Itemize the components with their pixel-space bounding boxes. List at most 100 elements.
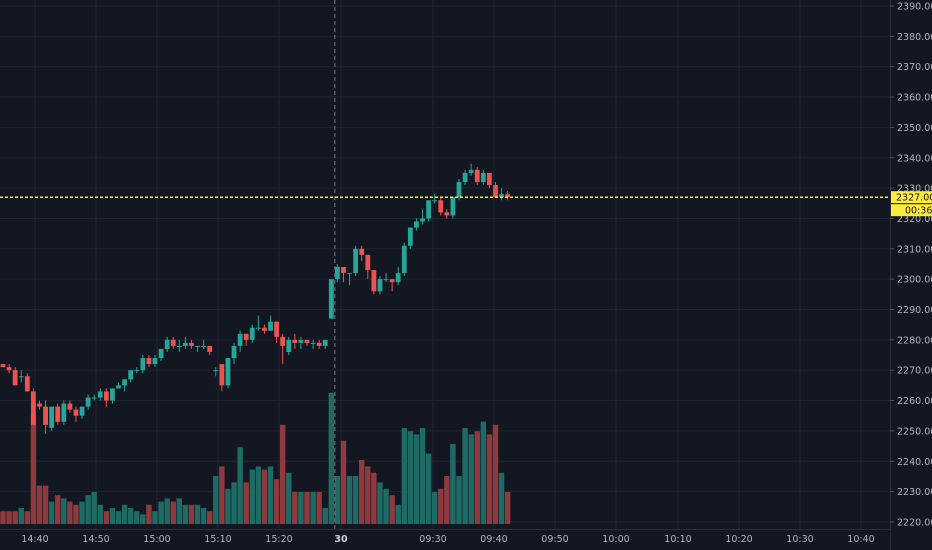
candle-body bbox=[255, 327, 261, 329]
price-axis[interactable]: 2390.00 2380.00 2370.00 2360.00 2350.00 2340.… bbox=[890, 2, 932, 529]
price-tick-label: 2260.00 bbox=[897, 396, 932, 407]
price-tick-label: 2360.00 bbox=[897, 93, 932, 104]
candle-body bbox=[249, 327, 255, 340]
time-tick-label: 10:00 bbox=[602, 534, 629, 545]
volume-bar bbox=[468, 434, 474, 524]
time-axis[interactable]: 14:40 14:50 15:00 15:10 15:20 30 09:30 09:40 09:… bbox=[21, 534, 874, 545]
candle-body bbox=[262, 327, 267, 331]
volume-bar bbox=[407, 431, 414, 524]
volume-bar bbox=[474, 431, 480, 524]
candle-body bbox=[243, 333, 249, 340]
volume-bar bbox=[462, 428, 468, 524]
candle-body bbox=[383, 279, 389, 281]
candle-body bbox=[207, 345, 213, 352]
volume-bar bbox=[91, 492, 97, 524]
time-tick-label: 14:40 bbox=[21, 534, 48, 545]
volume-bar bbox=[304, 492, 310, 524]
price-tick-label: 2240.00 bbox=[897, 457, 932, 468]
candle-body bbox=[414, 221, 419, 228]
candle-body bbox=[456, 182, 462, 198]
candle-body bbox=[377, 279, 383, 292]
volume-bar bbox=[273, 479, 280, 524]
volume-bar bbox=[109, 508, 116, 524]
volume-bar bbox=[213, 476, 219, 524]
volume-bar bbox=[115, 511, 122, 524]
volume-bar bbox=[255, 466, 262, 524]
volume-bar bbox=[146, 504, 152, 524]
candle-body bbox=[420, 218, 425, 222]
volume-bar bbox=[498, 472, 505, 524]
candle-body bbox=[231, 345, 237, 359]
price-tick-label: 2220.00 bbox=[897, 517, 932, 528]
candle-body bbox=[91, 397, 97, 399]
volume-bar bbox=[267, 466, 274, 524]
volume-bar bbox=[134, 511, 140, 524]
price-tick-label: 2320.00 bbox=[897, 214, 932, 225]
time-tick-label: 10:10 bbox=[664, 534, 691, 545]
price-tick-label: 2350.00 bbox=[897, 123, 932, 134]
volume-bar bbox=[164, 498, 170, 524]
candle-body bbox=[24, 376, 30, 392]
volume-bar bbox=[389, 495, 395, 524]
candle-body bbox=[322, 339, 328, 346]
grid bbox=[0, 0, 890, 529]
time-tick-label: 09:40 bbox=[480, 534, 507, 545]
volume-bar bbox=[298, 492, 304, 524]
price-tick-label: 2230.00 bbox=[897, 487, 932, 498]
volume-bar bbox=[225, 488, 231, 524]
volume-bar bbox=[73, 504, 79, 524]
volume-bar bbox=[0, 511, 6, 524]
candle-body bbox=[341, 267, 346, 274]
candle-body bbox=[122, 379, 127, 386]
candle-body bbox=[493, 185, 498, 198]
volume-bar bbox=[377, 482, 383, 524]
volume-bar bbox=[243, 482, 249, 524]
volume-bar bbox=[480, 421, 487, 524]
candle-body bbox=[73, 409, 79, 416]
candle-body bbox=[401, 245, 407, 274]
volume-bar bbox=[85, 495, 91, 524]
candle-body bbox=[371, 270, 377, 292]
candle-body bbox=[31, 391, 36, 425]
candle-body bbox=[110, 388, 115, 401]
candle-body bbox=[97, 391, 103, 398]
volume-bar bbox=[492, 424, 499, 524]
countdown-timer: 00:36 bbox=[905, 206, 932, 217]
candle-body bbox=[292, 339, 298, 343]
candle-body bbox=[444, 212, 450, 216]
price-tick-label: 2330.00 bbox=[897, 184, 932, 195]
volume-bar bbox=[413, 434, 420, 524]
volume-bar bbox=[486, 434, 493, 524]
time-tick-label: 09:50 bbox=[541, 534, 568, 545]
volume-bar bbox=[6, 511, 12, 524]
candle-body bbox=[170, 339, 176, 346]
candle-body bbox=[176, 345, 182, 347]
current-price-value: 2327.00 bbox=[896, 193, 932, 204]
candle-body bbox=[280, 336, 286, 346]
candle-body bbox=[116, 385, 121, 389]
volume-bar bbox=[328, 392, 335, 524]
volume-bar bbox=[48, 501, 55, 524]
candle-body bbox=[18, 376, 24, 378]
volume-bar bbox=[249, 469, 255, 524]
volume-bar bbox=[444, 476, 450, 524]
candle-body bbox=[487, 172, 492, 186]
volume-bar bbox=[419, 428, 426, 524]
volume-bar bbox=[121, 504, 128, 524]
candle-body bbox=[407, 227, 413, 246]
volume-bar bbox=[456, 476, 462, 524]
volume-bar bbox=[97, 504, 103, 524]
volume-bar bbox=[383, 488, 389, 524]
volume-bar bbox=[182, 504, 189, 524]
candle-body bbox=[426, 200, 431, 219]
volume-bar bbox=[170, 501, 176, 524]
volume-bar bbox=[371, 472, 377, 524]
volume-bar bbox=[55, 495, 61, 524]
volume-bar bbox=[431, 492, 438, 524]
price-tick-label: 2280.00 bbox=[897, 335, 932, 346]
candle-body bbox=[164, 339, 170, 349]
candle-body bbox=[55, 406, 61, 422]
volume-bar bbox=[365, 466, 371, 524]
candle-body bbox=[79, 406, 85, 416]
